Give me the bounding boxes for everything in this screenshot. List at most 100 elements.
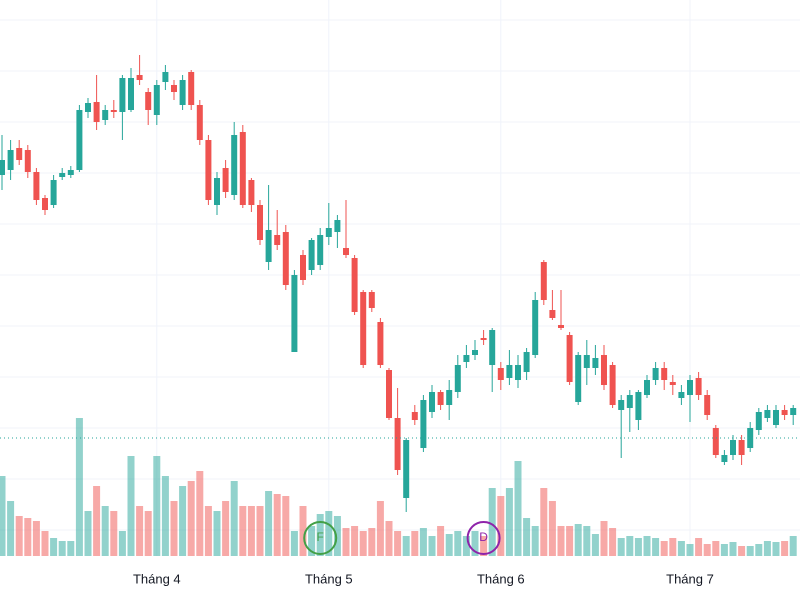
candle-body xyxy=(549,310,556,318)
candle-body xyxy=(248,180,255,205)
candle-body xyxy=(317,235,324,265)
volume-bar xyxy=(247,506,255,556)
volume-bar xyxy=(84,511,92,556)
volume-bar xyxy=(566,526,574,556)
candle-body xyxy=(687,380,693,395)
candle-body xyxy=(265,230,272,262)
volume-bar xyxy=(316,514,324,556)
candle-body xyxy=(575,355,582,402)
candle-body xyxy=(179,80,186,105)
volume-bar xyxy=(136,506,144,556)
volume-bar xyxy=(574,524,582,556)
volume-bar xyxy=(213,511,221,556)
candle-body xyxy=(145,92,152,110)
candle-body xyxy=(669,382,676,385)
volume-bar xyxy=(540,488,548,556)
candle-body xyxy=(497,368,504,380)
volume-bar xyxy=(419,528,427,556)
candle-body xyxy=(764,410,771,418)
candle-body xyxy=(59,173,66,177)
volume-bar xyxy=(729,542,737,556)
candle-body xyxy=(730,440,736,455)
volume-bar xyxy=(781,541,789,556)
volume-bar xyxy=(437,526,445,556)
candle-body xyxy=(257,205,263,240)
volume-bar xyxy=(789,536,797,556)
volume-bar xyxy=(24,518,32,556)
candle-body xyxy=(558,325,564,328)
candle-body xyxy=(76,110,83,170)
volume-bar xyxy=(75,418,83,556)
volume-bar xyxy=(204,506,212,556)
volume-bar xyxy=(652,538,660,556)
candle-body xyxy=(644,380,650,395)
volume-bar xyxy=(402,536,410,556)
candle-body xyxy=(377,322,384,365)
candle-body xyxy=(601,355,607,385)
volume-bar xyxy=(333,516,341,556)
x-tick-label: Tháng 6 xyxy=(477,571,525,586)
volume-bar xyxy=(0,476,6,556)
volume-bar xyxy=(93,486,101,556)
candle-body xyxy=(308,240,315,270)
volume-bar xyxy=(308,526,316,556)
volume-bar xyxy=(359,531,367,556)
volume-bar xyxy=(643,536,651,556)
candle-body xyxy=(609,365,616,405)
volume-bar xyxy=(626,536,634,556)
volume-bar xyxy=(514,461,522,556)
candle-body xyxy=(42,198,48,210)
candle-body xyxy=(523,352,530,372)
volume-bar xyxy=(772,542,780,556)
candle-body xyxy=(540,262,547,300)
volume-bar xyxy=(179,486,187,556)
candle-body xyxy=(0,160,5,175)
candle-body xyxy=(368,292,375,308)
volume-bar xyxy=(609,528,617,556)
volume-bar xyxy=(32,521,40,556)
candle-body xyxy=(463,355,470,362)
x-tick-label: Tháng 7 xyxy=(666,571,714,586)
volume-bar xyxy=(230,481,238,556)
candle-body xyxy=(119,78,126,112)
candle-body xyxy=(196,105,203,140)
volume-bar xyxy=(660,541,668,556)
candle-body xyxy=(394,418,401,470)
candle-body xyxy=(755,412,762,430)
volume-bar xyxy=(118,531,126,556)
candle-body xyxy=(790,408,797,415)
volume-bar xyxy=(394,531,402,556)
volume-bar xyxy=(720,544,728,556)
candle-body xyxy=(188,72,195,105)
volume-bar xyxy=(161,476,169,556)
candle-body xyxy=(239,132,246,205)
candle-body xyxy=(231,135,238,195)
volume-bar xyxy=(480,536,488,556)
candle-body xyxy=(480,338,487,340)
volume-bar xyxy=(583,526,591,556)
event-marker xyxy=(466,521,501,555)
volume-bar xyxy=(497,496,505,556)
candle-body xyxy=(472,350,478,355)
volume-bar xyxy=(634,538,642,556)
volume-bar xyxy=(153,456,161,556)
candle-body xyxy=(652,368,659,380)
candle-body xyxy=(566,335,573,382)
volume-bar xyxy=(342,528,350,556)
volume-bar xyxy=(239,506,247,556)
volume-bar xyxy=(695,538,703,556)
volume-bar xyxy=(686,544,694,556)
volume-bar xyxy=(101,506,109,556)
volume-bar xyxy=(600,521,608,556)
candle-body xyxy=(386,370,392,418)
volume-bar xyxy=(445,534,453,556)
candle-body xyxy=(67,170,74,175)
volume-bar xyxy=(557,526,565,556)
candle-body xyxy=(661,368,668,380)
candle-body xyxy=(110,110,117,112)
volume-bar xyxy=(755,544,763,556)
candle-body xyxy=(222,168,229,192)
candle-body xyxy=(712,428,719,455)
candle-body xyxy=(626,395,633,408)
candle-body xyxy=(506,365,513,378)
